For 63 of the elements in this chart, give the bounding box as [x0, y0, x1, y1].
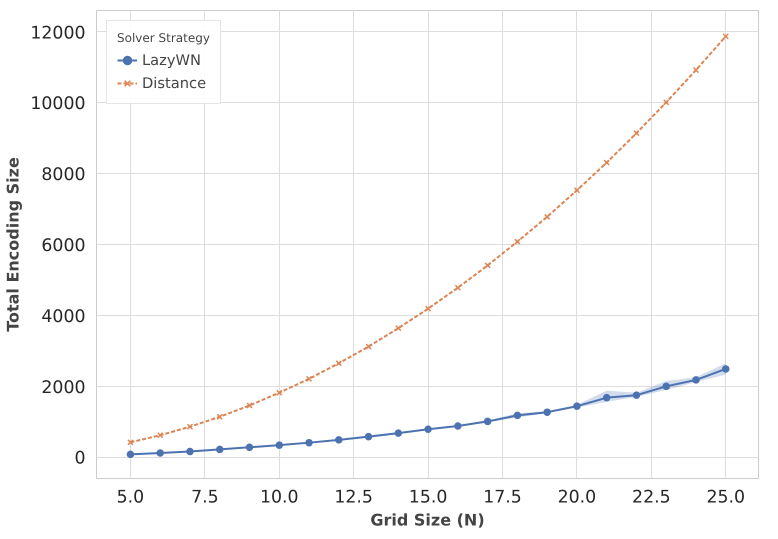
x-tick-label: 17.5	[483, 488, 522, 508]
point	[514, 412, 522, 420]
y-tick-label: 6000	[41, 236, 86, 256]
point	[632, 391, 640, 399]
point	[276, 389, 282, 396]
x-axis-title: Grid Size (N)	[370, 510, 485, 530]
point	[336, 360, 342, 366]
legend-label: LazyWN	[142, 52, 201, 68]
y-tick-label: 0	[74, 448, 86, 469]
point	[306, 376, 312, 382]
point	[305, 438, 313, 446]
point	[365, 343, 372, 350]
point	[663, 99, 670, 106]
point	[573, 402, 581, 410]
point	[484, 418, 492, 426]
point	[603, 159, 610, 166]
x-tick-label: 25.0	[706, 488, 746, 508]
x-tick-label: 5.0	[116, 488, 144, 508]
point	[246, 402, 253, 409]
point	[156, 432, 164, 438]
point	[543, 408, 551, 416]
point	[395, 324, 402, 332]
point	[722, 33, 729, 40]
y-tick-label: 10000	[30, 94, 86, 114]
point	[127, 439, 134, 446]
y-axis-title: Total Encoding Size	[3, 157, 22, 332]
point	[544, 214, 550, 220]
x-tick-label: 10.0	[260, 488, 299, 508]
x-tick-label: 7.5	[191, 488, 219, 508]
point	[364, 432, 372, 440]
point	[633, 130, 640, 136]
point	[574, 187, 580, 194]
point	[216, 446, 224, 454]
point	[126, 450, 134, 458]
point	[186, 424, 194, 430]
point	[514, 238, 521, 245]
point	[692, 376, 700, 384]
x-tick-label: 22.5	[632, 488, 671, 508]
point	[276, 441, 284, 449]
point	[246, 444, 254, 452]
point	[424, 425, 432, 433]
point	[692, 66, 700, 74]
x-tick-label: 15.0	[408, 488, 448, 508]
x-tick-label: 20.0	[558, 488, 596, 508]
point	[186, 448, 194, 456]
point	[394, 429, 402, 437]
y-tick-label: 12000	[30, 23, 86, 44]
point	[216, 414, 223, 420]
point	[484, 262, 491, 269]
point	[156, 449, 164, 457]
point	[722, 365, 730, 373]
legend-title: Solver Strategy	[117, 31, 210, 45]
point	[662, 382, 670, 390]
y-tick-label: 2000	[41, 378, 86, 398]
y-tick-label: 8000	[41, 165, 86, 186]
legend-label: Distance	[142, 74, 206, 92]
y-tick-label: 4000	[41, 306, 86, 327]
point	[335, 436, 343, 444]
point	[454, 422, 462, 430]
point	[602, 394, 610, 402]
point	[454, 284, 462, 291]
point	[424, 305, 432, 312]
x-tick-label: 12.5	[334, 488, 373, 508]
